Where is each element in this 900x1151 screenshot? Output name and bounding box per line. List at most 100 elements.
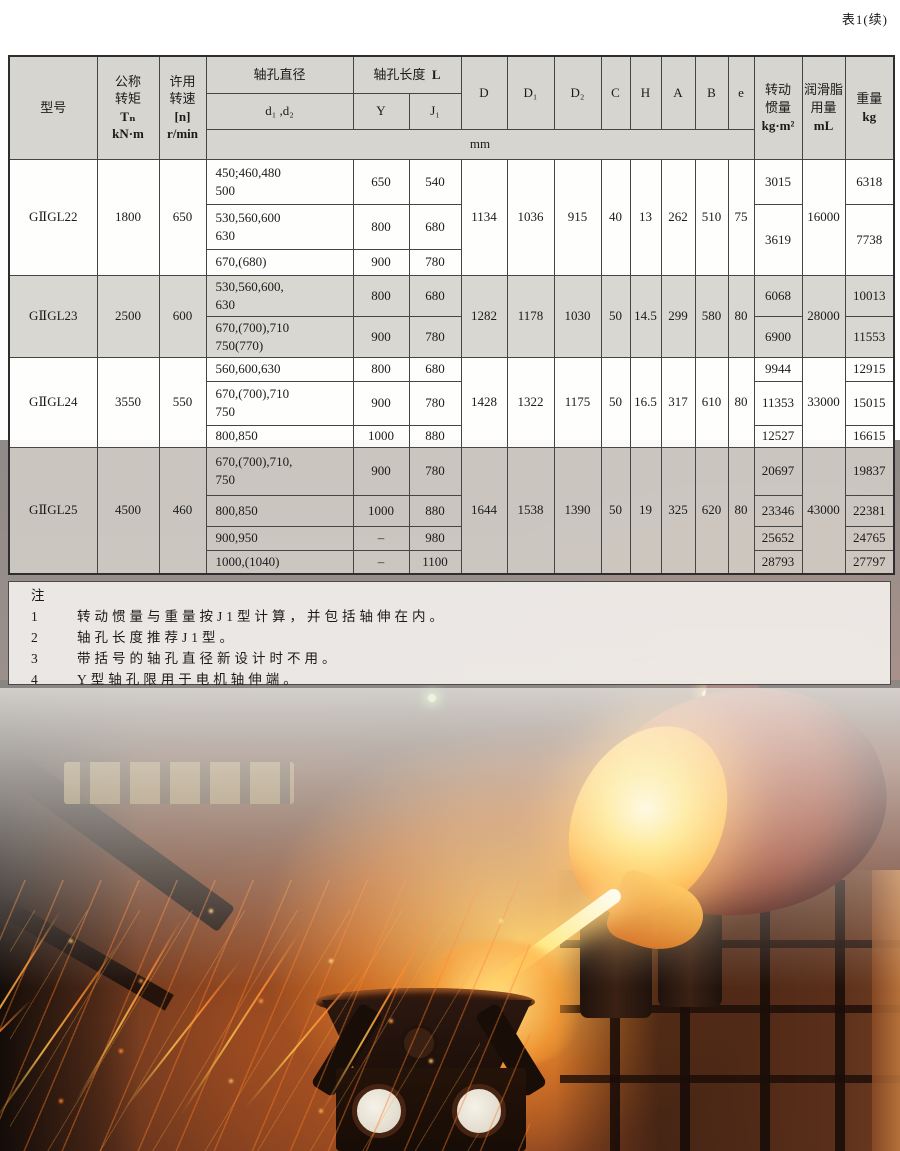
note-text: 轴孔长度推荐J1型。 (77, 630, 238, 645)
cell-Y: 800 (352, 274, 410, 317)
cell-B: 580 (694, 274, 729, 358)
notes-box: 注 1 转动惯量与重量按J1型计算，并包括轴伸在内。 2 轴孔长度推荐J1型。 … (8, 581, 891, 687)
note-number: 2 (31, 630, 38, 645)
cell-D1: 1538 (506, 446, 555, 575)
photo-column (760, 880, 770, 1151)
spec-row: 670,(680) 900 780 (9, 248, 894, 276)
cell-D2: 915 (553, 158, 602, 276)
cell-J1: 540 (408, 158, 462, 205)
cell-grease: 28000 (801, 274, 846, 358)
cell-model: GⅡGL22 (8, 158, 98, 276)
cell-D2: 1030 (553, 274, 602, 358)
cell-inertia: 23346 (753, 494, 803, 527)
cell-B: 510 (694, 158, 729, 276)
grease-unit: mL (813, 117, 834, 133)
cell-D2: 1175 (553, 356, 602, 448)
cell-speed: 460 (158, 446, 207, 575)
cell-Y: – (352, 549, 410, 575)
cell-inertia: 3015 (753, 158, 803, 205)
cell-weight: 27797 (844, 549, 895, 575)
cell-bore: 800,850 (205, 424, 354, 448)
notes-title: 注 (31, 588, 47, 603)
cell-C: 40 (600, 158, 631, 276)
cell-Y: 900 (352, 380, 410, 426)
cell-D1: 1178 (506, 274, 555, 358)
col-header-torque: 公称 转矩 Tₙ kN·m (96, 55, 160, 160)
cell-bore: 450;460,480 500 (205, 158, 354, 205)
col-header-D: D (460, 55, 508, 130)
cell-J1: 1100 (408, 549, 462, 575)
weight-zh: 重量 (856, 91, 883, 107)
spec-row: GⅡGL25 4500 460 670,(700),710, 750 900 7… (8, 446, 895, 575)
col-header-e: e (727, 55, 755, 130)
cell-e: 80 (727, 274, 755, 358)
cell-grease: 43000 (801, 446, 846, 575)
cell-inertia: 25652 (753, 525, 803, 551)
col-header-d1d2: d₁ ,d₂ (205, 92, 354, 130)
note-text: 转动惯量与重量按J1型计算，并包括轴伸在内。 (77, 609, 448, 624)
spec-row: 800,850 1000 880 23346 22381 (9, 494, 895, 527)
note-item: 3 带括号的轴孔直径新设计时不用。 (31, 648, 890, 669)
cell-J1: 880 (408, 424, 462, 448)
bore-length-zh: 轴孔长度 (373, 66, 426, 82)
cell-A: 299 (660, 274, 696, 358)
cell-speed: 600 (158, 274, 207, 358)
cell-J1: 680 (408, 356, 462, 382)
cell-e: 80 (727, 446, 755, 575)
note-number: 1 (31, 609, 38, 624)
cell-e: 80 (727, 356, 755, 448)
cell-J1: 680 (408, 203, 462, 250)
cell-H: 16.5 (629, 356, 662, 448)
note-number: 4 (31, 672, 38, 687)
col-header-bore-diameter: 轴孔直径 (205, 55, 354, 94)
cell-bore: 670,(700),710 750(770) (205, 315, 354, 358)
cell-inertia: 6068 (753, 274, 803, 317)
cell-weight: 15015 (844, 380, 895, 426)
cell-Y: 650 (352, 158, 410, 205)
spec-row: GⅡGL22 1800 650 450;460,480 500 650 540 … (8, 158, 895, 276)
cell-Y: 1000 (352, 424, 410, 448)
col-header-B: B (694, 55, 729, 130)
cell-torque: 4500 (96, 446, 160, 575)
cell-B: 610 (694, 356, 729, 448)
cell-bore: 560,600,630 (205, 356, 354, 382)
col-header-weight: 重量 kg (844, 55, 895, 160)
cell-D2: 1390 (553, 446, 602, 575)
speed-symbol: [n] r/min (166, 108, 199, 142)
cell-bore: 530,560,600 630 (205, 203, 354, 250)
inertia-unit: kg·m² (761, 117, 795, 133)
torque-symbol: Tₙ kN·m (112, 108, 144, 142)
table-caption: 表1(续) (841, 12, 888, 27)
cell-Y: 900 (352, 315, 410, 358)
col-header-D1: D₁ (506, 55, 555, 130)
header-row-mm: mm (9, 128, 894, 160)
cell-H: 19 (629, 446, 662, 575)
note-text: 带括号的轴孔直径新设计时不用。 (77, 651, 340, 666)
cell-weight: 16615 (844, 424, 895, 448)
photo-top-haze (0, 688, 900, 988)
spec-row: 530,560,600 630 800 680 3619 7738 (9, 203, 895, 276)
photo-column (680, 880, 690, 1151)
cell-bore: 670,(700),710 750 (205, 380, 354, 426)
col-header-bore-length: 轴孔长度 L (352, 55, 462, 94)
cell-J1: 680 (408, 274, 462, 317)
cell-bore: 670,(700),710, 750 (205, 446, 354, 496)
cell-D: 1134 (460, 158, 508, 276)
cell-weight: 24765 (844, 525, 895, 551)
cell-e: 75 (727, 158, 755, 276)
cell-J1: 880 (408, 494, 462, 527)
unit-mm-cell: mm (205, 128, 755, 160)
cell-C: 50 (600, 446, 631, 575)
cell-D: 1428 (460, 356, 508, 448)
cell-model: GⅡGL25 (8, 446, 98, 575)
col-header-A: A (660, 55, 696, 130)
cell-J1: 780 (408, 446, 462, 496)
speed-zh: 许用 转速 (169, 73, 196, 107)
cell-weight: 12915 (844, 356, 895, 382)
photo-beam (560, 1005, 900, 1013)
cell-weight: 11553 (844, 315, 895, 358)
spec-table-wrap: 型号 公称 转矩 Tₙ kN·m 许用 转速 [n] r/min 轴孔直径 轴孔长度… (8, 55, 895, 575)
cell-weight: 19837 (844, 446, 895, 496)
col-header-Y: Y (352, 92, 410, 130)
note-item: 1 转动惯量与重量按J1型计算，并包括轴伸在内。 (31, 606, 890, 627)
